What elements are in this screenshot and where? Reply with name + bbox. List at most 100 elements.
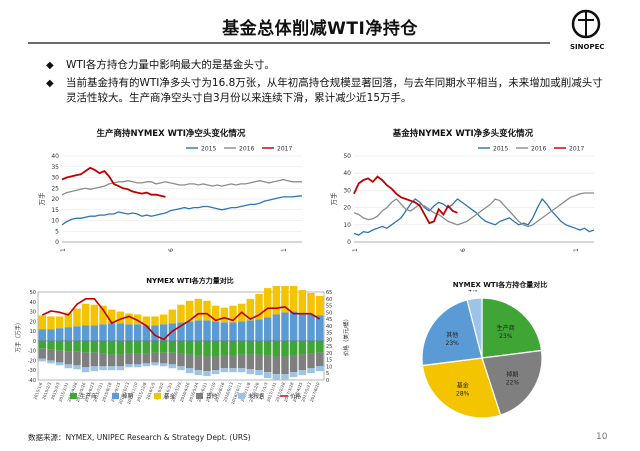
bar-segment-掉期 <box>194 320 203 341</box>
bar-segment-未报告 <box>185 368 194 374</box>
bar-segment-其他 <box>289 355 298 373</box>
y-tick-label: 50 <box>343 153 351 160</box>
y-tick-label: 10 <box>30 329 36 335</box>
x-tick-label: 1 <box>352 248 359 252</box>
y2-tick-label: 25 <box>326 344 332 350</box>
bar-segment-生产商 <box>47 340 55 350</box>
bar-segment-掉期 <box>133 324 142 341</box>
bar-segment-其他 <box>133 353 142 365</box>
bar-segment-基金 <box>298 290 307 314</box>
bar-segment-掉期 <box>220 322 229 341</box>
legend-label: 2017 <box>569 146 584 153</box>
bar-segment-未报告 <box>90 366 99 372</box>
y-tick-label: -10 <box>28 349 36 355</box>
bar-segment-其他 <box>307 353 315 369</box>
legend-label: 2016 <box>239 146 254 153</box>
bar-segment-掉期 <box>38 329 47 341</box>
bar-segment-未报告 <box>151 362 159 366</box>
bar-segment-其他 <box>47 349 55 361</box>
bar-segment-基金 <box>142 316 151 326</box>
legend-label: 2015 <box>493 146 508 153</box>
bar-segment-生产商 <box>142 340 151 354</box>
x-tick-label: 2016/9/13 <box>222 381 234 402</box>
y-axis-label: 万手（万手） <box>14 319 22 352</box>
y2-tick-label: 10 <box>326 364 332 370</box>
bar-segment-生产商 <box>125 340 133 354</box>
y2-tick-label: 50 <box>326 310 332 316</box>
x-tick-label: 2015/3/31 <box>58 381 70 402</box>
y-tick-label: 0 <box>33 339 36 345</box>
y-tick-label: 20 <box>343 205 351 212</box>
bar-segment-生产商 <box>159 340 168 353</box>
bar-segment-未报告 <box>116 366 125 371</box>
bar-segment-生产商 <box>55 340 64 351</box>
bar-segment-基金 <box>211 305 220 322</box>
bar-segment-掉期 <box>81 325 90 341</box>
bar-segment-生产商 <box>185 340 194 355</box>
bar-segment-其他 <box>64 351 73 365</box>
y-tick-label: 40 <box>30 300 36 306</box>
bar-segment-生产商 <box>298 340 307 355</box>
bar-segment-掉期 <box>177 322 185 341</box>
bar-segment-掉期 <box>99 324 107 341</box>
bar-segment-生产商 <box>203 340 211 357</box>
bar-segment-掉期 <box>159 324 168 341</box>
series-line-2015 <box>61 195 303 226</box>
bar-segment-生产商 <box>281 340 289 357</box>
bar-segment-基金 <box>281 286 289 313</box>
legend-swatch <box>112 393 119 399</box>
slice-value: 23% <box>499 333 513 340</box>
x-tick-label: 2015/1/6 <box>32 381 43 400</box>
bar-segment-其他 <box>99 353 107 367</box>
y-tick-label: 30 <box>51 175 59 182</box>
bar-segment-其他 <box>194 355 203 371</box>
bar-segment-未报告 <box>142 363 151 367</box>
slice-label: 生产商 <box>497 324 515 332</box>
bar-segment-基金 <box>203 300 211 321</box>
legend-label: 2015 <box>201 146 216 153</box>
x-tick-label: 2017/5/23 <box>300 381 312 402</box>
bar-segment-掉期 <box>307 314 315 341</box>
bar-segment-掉期 <box>237 321 246 341</box>
bar-segment-生产商 <box>38 340 47 349</box>
bar-segment-基金 <box>73 308 81 327</box>
slice-value: 22% <box>506 379 520 386</box>
bar-segment-未报告 <box>220 368 229 373</box>
bar-segment-掉期 <box>55 328 64 341</box>
bar-segment-生产商 <box>289 340 298 356</box>
y2-tick-label: 20 <box>326 351 332 357</box>
bar-segment-生产商 <box>64 340 73 352</box>
y-tick-label: 0 <box>347 239 351 246</box>
y2-tick-label: 35 <box>326 331 332 337</box>
y-tick-label: -20 <box>28 358 36 364</box>
bar-segment-未报告 <box>64 364 73 369</box>
bar-segment-掉期 <box>73 326 81 341</box>
bullet-text: 当前基金持有的WTI净多头寸为16.8万张，从年初高持仓规模显著回落，与去年同期… <box>66 77 603 104</box>
slide-title: 基金总体削减WTI净持仓 <box>222 19 418 39</box>
bar-segment-其他 <box>203 356 211 372</box>
x-tick-label: 2015/5/26 <box>75 381 87 402</box>
y2-tick-label: 55 <box>326 304 332 310</box>
bar-segment-其他 <box>142 353 151 364</box>
bar-segment-掉期 <box>203 320 211 341</box>
y-axis-label: 万手 <box>329 192 338 206</box>
x-tick-label: 2016/6/21 <box>196 381 208 402</box>
y-tick-label: 30 <box>343 187 351 194</box>
y-tick-label: 50 <box>30 290 36 296</box>
legend-swatch <box>238 393 245 399</box>
bar-segment-生产商 <box>211 340 220 357</box>
bar-segment-生产商 <box>255 340 263 355</box>
series-line-2016 <box>61 178 302 196</box>
positions-chart-title: NYMEX WTI各方力量对比 <box>146 277 234 285</box>
legend-swatch <box>70 393 77 399</box>
bar-segment-掉期 <box>185 321 194 341</box>
bullet-item: ◆ 当前基金持有的WTI净多头寸为16.8万张，从年初高持仓规模显著回落，与去年… <box>44 76 610 106</box>
x-tick-label: 1 <box>281 248 288 252</box>
slice-value: 28% <box>456 390 470 397</box>
y2-tick-label: 0 <box>326 378 329 384</box>
x-tick-label: 2016/4/26 <box>179 381 191 402</box>
x-tick-label: 6 <box>460 248 467 252</box>
bar-segment-生产商 <box>220 340 229 356</box>
bar-segment-掉期 <box>47 329 55 341</box>
